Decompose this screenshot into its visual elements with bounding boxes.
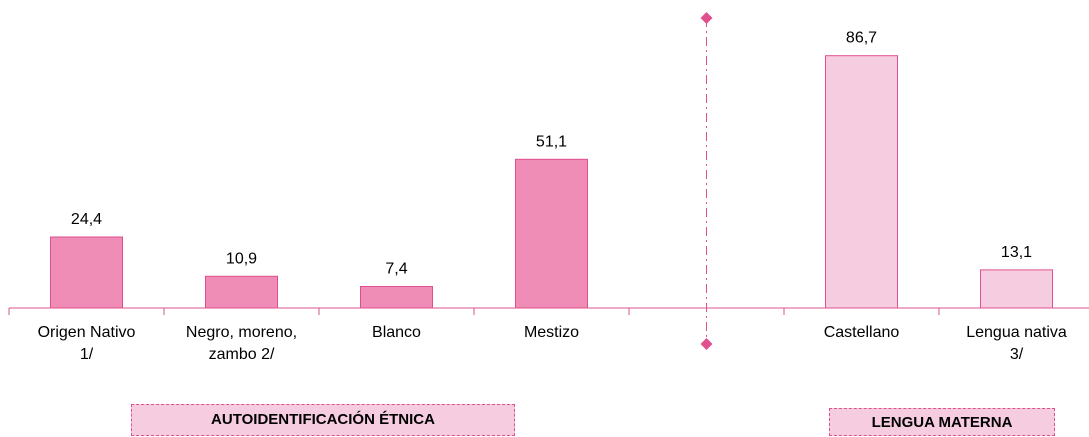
x-tick-label: zambo 2/ (209, 346, 275, 363)
x-tick-label: 1/ (80, 346, 94, 363)
x-tick-label: Castellano (824, 324, 900, 341)
separator-top-marker (701, 12, 713, 24)
bar (981, 270, 1053, 308)
x-tick-label: Negro, moreno, (186, 324, 297, 341)
x-tick-label: Lengua nativa (966, 324, 1067, 341)
separator-bottom-marker (701, 338, 713, 350)
bar-value-label: 7,4 (385, 260, 407, 277)
group-label-lengua-materna: LENGUA MATERNA (829, 408, 1055, 436)
bar-value-label: 51,1 (536, 133, 567, 150)
bar-value-label: 86,7 (846, 30, 877, 47)
x-tick-label: 3/ (1010, 346, 1024, 363)
bar (206, 276, 278, 308)
x-tick-label: Origen Nativo (38, 324, 136, 341)
bar-value-label: 24,4 (71, 211, 102, 228)
bar (516, 159, 588, 308)
bar-value-label: 10,9 (226, 250, 257, 267)
bar-value-label: 13,1 (1001, 244, 1032, 261)
bar (51, 237, 123, 308)
bar (826, 56, 898, 308)
x-tick-label: Blanco (372, 324, 421, 341)
bar (361, 286, 433, 308)
x-tick-label: Mestizo (524, 324, 579, 341)
group-label-autoidentificacion-etnica: AUTOIDENTIFICACIÓN ÉTNICA (131, 404, 515, 436)
